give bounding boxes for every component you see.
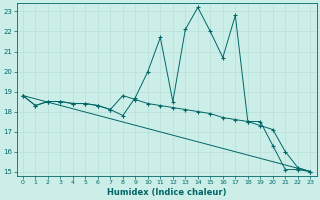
X-axis label: Humidex (Indice chaleur): Humidex (Indice chaleur) — [107, 188, 226, 197]
